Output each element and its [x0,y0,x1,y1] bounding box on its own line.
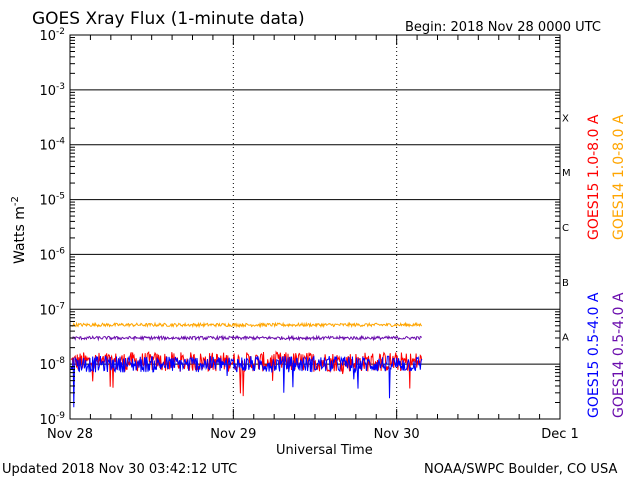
y-axis-label: Watts m-2 [10,196,28,264]
series-line-1 [70,321,423,329]
legend-entry: GOES14 0.5-4.0 A [611,292,627,418]
begin-label: Begin: 2018 Nov 28 0000 UTC [405,20,601,35]
series-layer [70,321,423,408]
legend-entry: GOES15 1.0-8.0 A [586,114,602,240]
source-text: NOAA/SWPC Boulder, CO USA [424,462,617,477]
flare-class-label: X [562,113,569,124]
x-tick-label: Nov 30 [374,427,420,442]
y-tick-label: 10-6 [39,246,65,263]
legend-entry: GOES15 0.5-4.0 A [586,292,602,418]
y-tick-label: 10-9 [39,411,65,428]
series-line-3 [70,334,423,342]
flare-class-label: B [562,278,569,289]
x-tick-label: Dec 1 [541,427,579,442]
plot-frame [69,34,561,420]
x-axis-label: Universal Time [276,443,373,458]
flare-class-label: M [562,168,571,179]
y-tick-label: 10-2 [39,27,65,44]
y-tick-label: 10-3 [39,82,65,99]
series-line-2 [70,355,423,408]
y-axis-label-exponent: -2 [10,196,21,206]
y-tick-label: 10-4 [39,137,65,154]
y-tick-label: 10-7 [39,301,65,318]
flare-class-label: C [562,223,569,234]
y-tick-label: 10-8 [39,356,65,373]
x-tick-label: Nov 29 [210,427,256,442]
chart-title: GOES Xray Flux (1-minute data) [32,9,305,29]
flare-class-label: A [562,333,569,344]
axis-layer: 10-9 10-8 10-7 10-6 10-5 10-4 10-3 10-2 Nov 28 No… [39,27,578,442]
y-axis-label-base: Watts m [12,206,28,264]
legend-entry: GOES14 1.0-8.0 A [611,114,627,240]
plot-area [69,34,561,420]
updated-text: Updated 2018 Nov 30 03:42:12 UTC [2,462,237,477]
y-tick-label: 10-5 [39,192,65,209]
legend: GOES15 1.0-8.0 A GOES14 1.0-8.0 A GOES15 0… [586,114,627,418]
x-tick-label: Nov 28 [47,427,93,442]
